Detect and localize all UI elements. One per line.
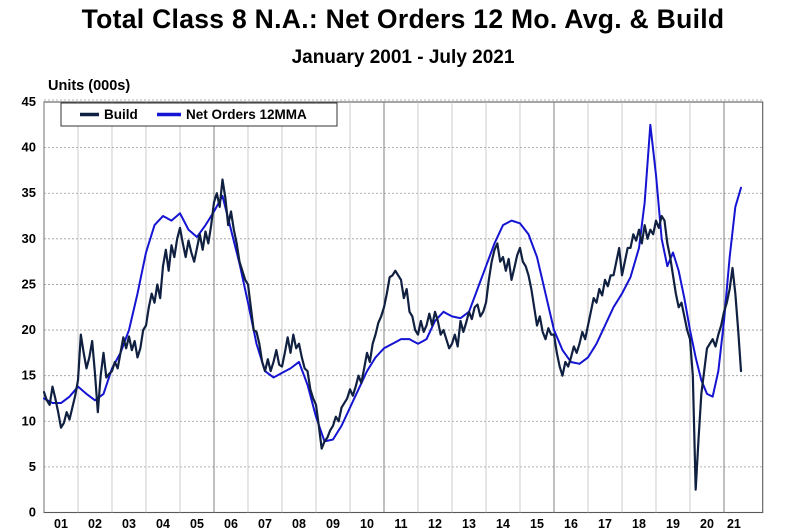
- svg-text:30: 30: [22, 231, 36, 246]
- svg-text:07: 07: [258, 517, 272, 531]
- svg-text:11: 11: [394, 517, 407, 531]
- svg-text:14: 14: [496, 517, 510, 531]
- svg-text:01: 01: [54, 517, 68, 531]
- svg-text:25: 25: [22, 276, 36, 291]
- svg-text:09: 09: [326, 517, 340, 531]
- svg-text:Net Orders 12MMA: Net Orders 12MMA: [186, 107, 307, 122]
- svg-text:16: 16: [564, 517, 578, 531]
- svg-text:06: 06: [224, 517, 238, 531]
- svg-text:5: 5: [29, 459, 36, 474]
- svg-text:20: 20: [22, 322, 36, 337]
- svg-text:18: 18: [632, 517, 646, 531]
- svg-text:17: 17: [598, 517, 612, 531]
- svg-text:10: 10: [360, 517, 374, 531]
- svg-text:12: 12: [428, 517, 442, 531]
- svg-text:20: 20: [700, 517, 714, 531]
- svg-text:35: 35: [22, 185, 36, 200]
- svg-text:0: 0: [29, 505, 36, 520]
- svg-text:10: 10: [22, 413, 36, 428]
- svg-text:02: 02: [88, 517, 102, 531]
- svg-text:03: 03: [122, 517, 136, 531]
- svg-text:15: 15: [22, 368, 36, 383]
- svg-text:45: 45: [22, 94, 36, 109]
- svg-text:21: 21: [727, 517, 741, 531]
- svg-text:40: 40: [22, 140, 36, 155]
- svg-text:19: 19: [666, 517, 680, 531]
- svg-text:05: 05: [190, 517, 204, 531]
- svg-text:08: 08: [292, 517, 306, 531]
- svg-text:13: 13: [462, 517, 476, 531]
- svg-text:Build: Build: [104, 107, 138, 122]
- svg-text:04: 04: [156, 517, 170, 531]
- svg-text:15: 15: [530, 517, 544, 531]
